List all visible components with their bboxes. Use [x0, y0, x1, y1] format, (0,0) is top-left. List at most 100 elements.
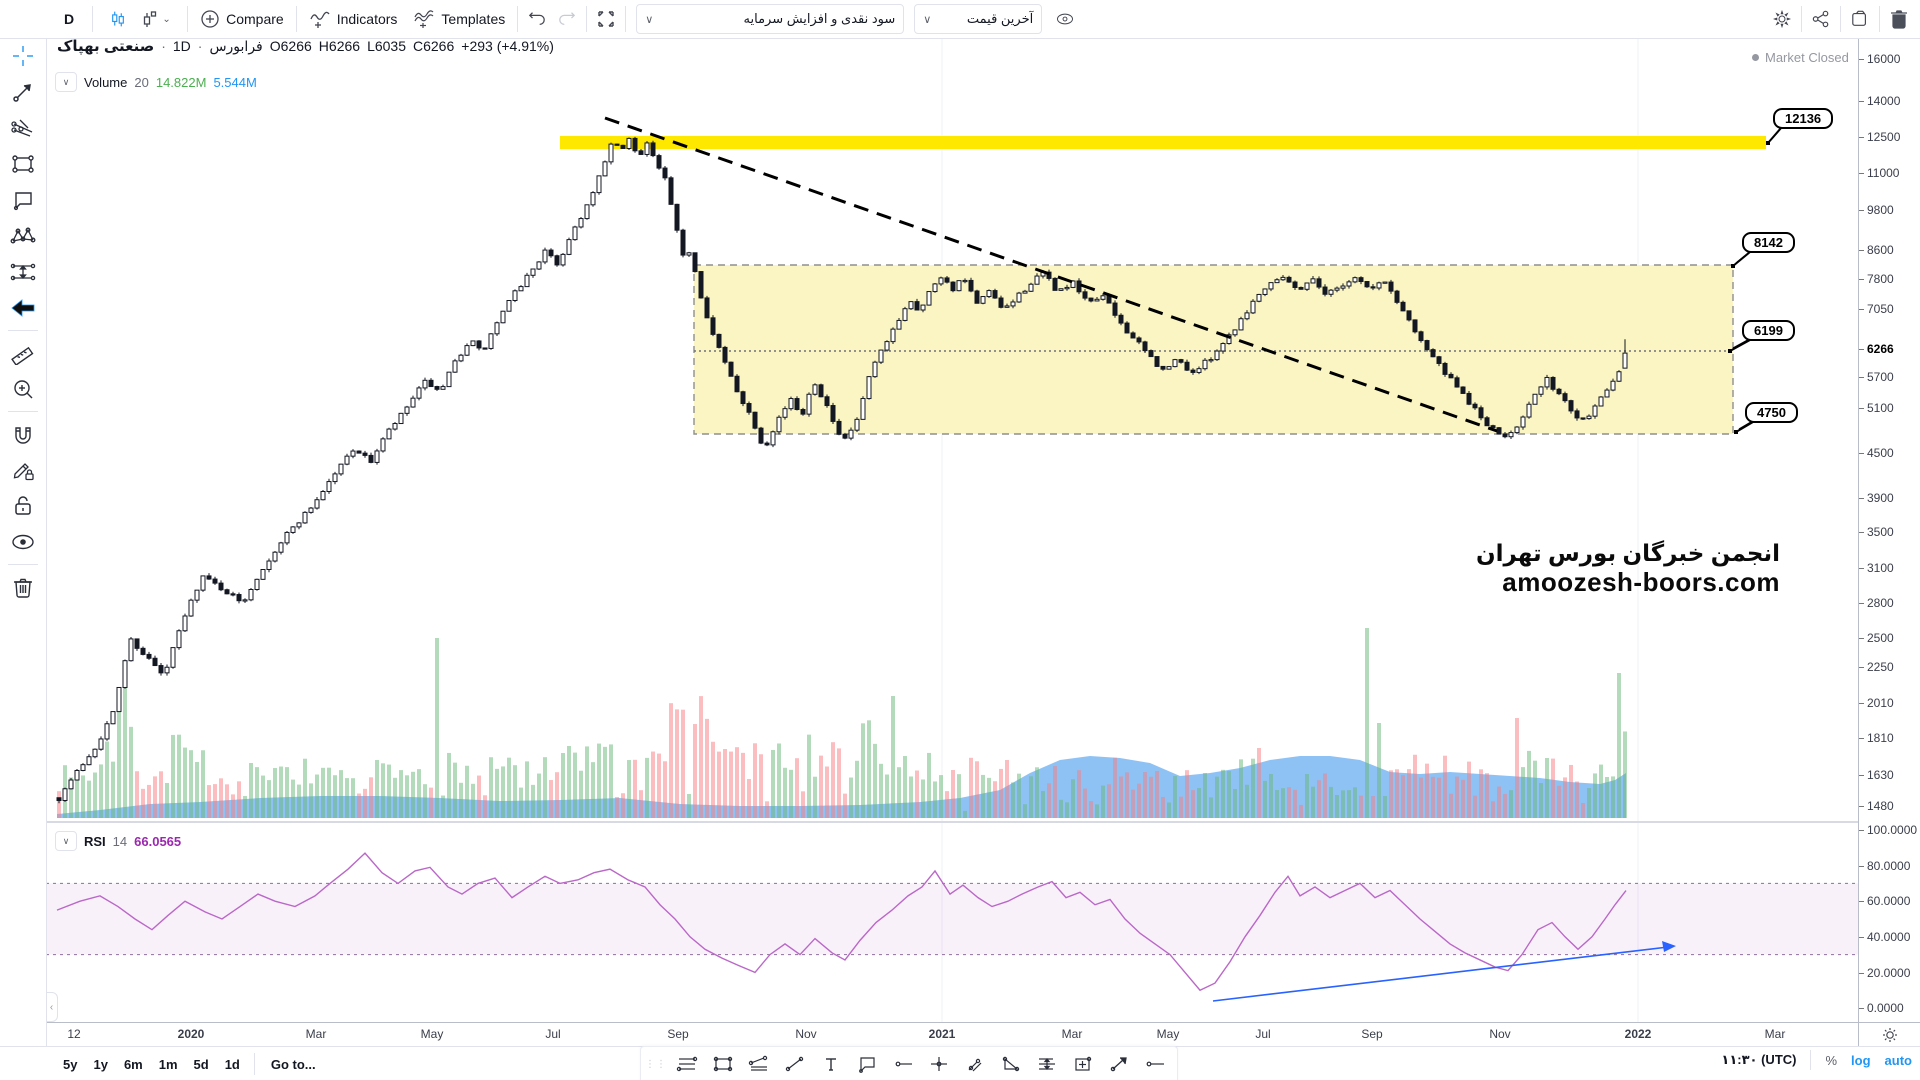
callout-tool[interactable] — [4, 182, 42, 218]
drawing-lock-tool[interactable] — [4, 452, 42, 488]
time-axis-label-2021: 2021 — [928, 1027, 956, 1041]
rsi-trendline[interactable] — [1212, 946, 1669, 1002]
favorite-tool-triangle[interactable] — [993, 1049, 1029, 1079]
favorite-tool-hline-set[interactable] — [669, 1049, 705, 1079]
price-callout-12136[interactable]: 12136 — [1773, 108, 1834, 129]
watermark-line2: amoozesh-boors.com — [1502, 567, 1780, 597]
range-button-1m[interactable]: 1m — [151, 1054, 186, 1075]
remove-all-tool[interactable] — [4, 569, 42, 605]
favorite-tool-date-price-range[interactable] — [1065, 1049, 1101, 1079]
favorites-drag-handle[interactable]: ⋮⋮ — [645, 1058, 667, 1070]
time-axis-label-2020: 2020 — [177, 1027, 205, 1041]
favorite-tool-parallel-channel[interactable] — [741, 1049, 777, 1079]
ruler-tool[interactable] — [4, 335, 42, 371]
time-axis-label-Mar: Mar — [1764, 1027, 1786, 1041]
favorite-tool-long-position[interactable] — [1029, 1049, 1065, 1079]
price-callout-4750[interactable]: 4750 — [1745, 402, 1798, 423]
pitchfork-icon — [11, 119, 33, 137]
range-box-8142-4750[interactable] — [693, 264, 1734, 435]
favorite-tool-two-rays[interactable] — [957, 1049, 993, 1079]
time-axis[interactable]: 12 2020 Mar May Jul Sep Nov 2021 Mar May Jul Sep Nov… — [46, 1022, 1858, 1047]
interval-button[interactable]: D — [56, 7, 82, 31]
ray-icon — [1146, 1061, 1164, 1067]
zoom-in-tool[interactable] — [4, 371, 42, 407]
range-button-5y[interactable]: 5y — [55, 1054, 85, 1075]
bottom-right-controls: ۱۱:۳۰ (UTC) % log auto — [1721, 1050, 1912, 1070]
status-dot-icon — [1752, 54, 1759, 61]
range-button-1y[interactable]: 1y — [85, 1054, 115, 1075]
rectangle-tool[interactable] — [4, 146, 42, 182]
toolbar-separator — [1810, 1050, 1812, 1070]
redo-button[interactable] — [552, 4, 582, 34]
volume-legend-chevron-button[interactable]: ∨ — [55, 72, 77, 92]
price-callout-6199[interactable]: 6199 — [1742, 320, 1795, 341]
corp-actions-dropdown[interactable]: سود نقدی و افزایش سرمایه ∨ — [636, 4, 905, 34]
range-button-1d[interactable]: 1d — [217, 1054, 248, 1075]
price-callout-8142[interactable]: 8142 — [1742, 232, 1795, 253]
price-axis-label-4500: 4500 — [1859, 446, 1894, 460]
templates-icon — [414, 10, 434, 28]
goto-button[interactable]: Go to... — [270, 1056, 316, 1072]
toolbar-separator — [8, 411, 38, 412]
favorite-tool-callout[interactable] — [849, 1049, 885, 1079]
market-status: Market Closed — [1752, 50, 1849, 65]
fullscreen-button[interactable] — [591, 4, 621, 34]
redo-icon — [559, 12, 576, 26]
share-button[interactable] — [1806, 4, 1836, 34]
price-axis-label-1480: 1480 — [1859, 799, 1894, 813]
symbol-legend[interactable]: صنعتی بهپاک · 1D · فرابورس O6266 H6266 L… — [57, 37, 554, 55]
range-button-6m[interactable]: 6m — [116, 1054, 151, 1075]
crosshair-tool[interactable] — [4, 38, 42, 74]
rsi-line — [56, 852, 1627, 992]
delete-chart-button[interactable] — [1884, 4, 1914, 34]
resistance-band-12136[interactable] — [560, 136, 1766, 149]
annotation-zones-layer[interactable] — [560, 136, 1766, 435]
price-mode-dropdown[interactable]: آخرین قیمت ∨ — [914, 4, 1043, 34]
favorite-tool-horizontal-ray[interactable] — [885, 1049, 921, 1079]
clock-utc[interactable]: ۱۱:۳۰ (UTC) — [1721, 1052, 1797, 1067]
favorite-tool-trend-line[interactable] — [777, 1049, 813, 1079]
rsi-legend-chevron-button[interactable]: ∨ — [55, 831, 77, 851]
favorite-tool-rect[interactable] — [705, 1049, 741, 1079]
volume-legend[interactable]: ∨ Volume 20 14.822M 5.544M — [55, 72, 257, 92]
favorite-tool-text[interactable] — [813, 1049, 849, 1079]
descending-trendline[interactable] — [604, 116, 1498, 433]
percent-scale-button[interactable]: % — [1825, 1052, 1838, 1068]
time-axis-label-May: May — [420, 1027, 444, 1041]
rsi-axis-label-80.0000: 80.0000 — [1859, 859, 1910, 873]
templates-button[interactable]: Templates — [405, 5, 513, 33]
rectangle-icon — [12, 155, 34, 173]
xabcd-pattern-tool[interactable] — [4, 218, 42, 254]
arrow-marker-tool[interactable] — [4, 290, 42, 326]
trend-line-tool[interactable] — [4, 74, 42, 110]
log-scale-button[interactable]: log — [1851, 1052, 1871, 1068]
pane-collapse-button[interactable]: ‹ — [46, 992, 58, 1022]
favorite-tool-cross-line[interactable] — [921, 1049, 957, 1079]
snapshot-button[interactable] — [1845, 4, 1875, 34]
candles-style-button[interactable] — [103, 4, 133, 34]
auto-scale-button[interactable]: auto — [1884, 1052, 1912, 1068]
trend-line-icon — [785, 1056, 804, 1072]
hide-all-tool[interactable] — [4, 524, 42, 560]
favorite-tool-arrow[interactable] — [1101, 1049, 1137, 1079]
price-axis[interactable]: 16000 14000 12500 11000 9800 8600 7800 7050 6266… — [1858, 38, 1920, 1022]
time-axis-label-Jul: Jul — [1255, 1027, 1271, 1041]
volume-ma-value: 5.544M — [213, 74, 257, 90]
rsi-legend[interactable]: ∨ RSI 14 66.0565 — [55, 831, 181, 851]
projection-tool[interactable] — [4, 254, 42, 290]
lock-all-tool[interactable] — [4, 488, 42, 524]
chart-style-dropdown-button[interactable]: ⌄ — [133, 4, 177, 34]
magnet-tool[interactable] — [4, 416, 42, 452]
settings-button[interactable] — [1767, 4, 1797, 34]
price-axis-label-3100: 3100 — [1859, 561, 1894, 575]
trendlines-layer[interactable] — [604, 116, 1498, 433]
visibility-button[interactable] — [1050, 4, 1080, 34]
range-button-5d[interactable]: 5d — [186, 1054, 217, 1075]
compare-button[interactable]: Compare — [192, 5, 292, 33]
favorite-tool-ray[interactable] — [1137, 1049, 1173, 1079]
undo-button[interactable] — [522, 4, 552, 34]
indicators-button[interactable]: Indicators — [301, 5, 406, 33]
pitchfork-tool[interactable] — [4, 110, 42, 146]
projection-icon — [10, 263, 36, 281]
